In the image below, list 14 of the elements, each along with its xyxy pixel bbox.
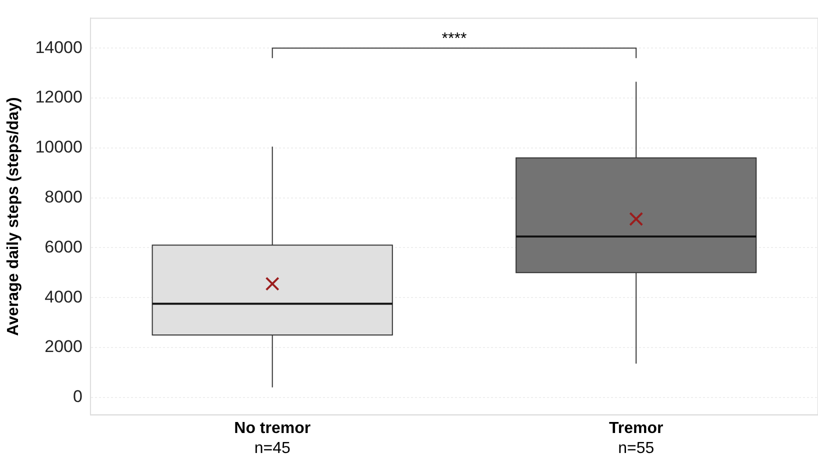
y-tick-label: 2000 — [44, 337, 82, 356]
y-tick-label: 4000 — [44, 287, 82, 306]
y-axis-title: Average daily steps (steps/day) — [5, 97, 22, 336]
text: n=55 — [618, 440, 654, 458]
text: n=45 — [254, 440, 290, 458]
y-tick-label: 8000 — [44, 187, 82, 206]
y-tick-label: 0 — [73, 387, 82, 406]
x-tick-label: Tremor — [608, 420, 664, 437]
y-tick-label: 6000 — [44, 237, 82, 256]
y-tick-label: 14000 — [35, 38, 82, 57]
y-tick-label: 12000 — [35, 88, 82, 107]
annotation: **** — [442, 30, 467, 48]
x-tick-label: No tremor — [234, 420, 311, 437]
y-tick-label: 10000 — [35, 138, 82, 157]
